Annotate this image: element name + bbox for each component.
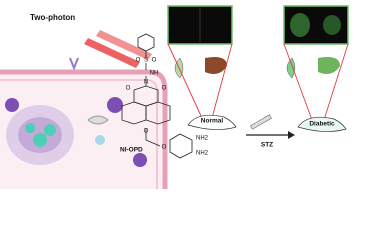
atom-label: O [126,86,131,92]
atom-label: O [152,58,157,64]
chemical-structure: S O O NH N O O O O NH2 NH2 NI-OPD [120,33,209,159]
atom-label: N [144,80,148,86]
graphical-abstract: Two-photon S O O NH N O O O O [0,5,349,189]
atom-label: O [162,86,167,92]
stz-label: STZ [261,142,273,149]
cell [0,57,168,189]
atom-label: O [144,129,149,135]
mice [187,114,347,139]
atom-label: NH [150,71,159,77]
atom-label: NH2 [196,151,209,157]
laser-beams [84,30,152,68]
atom-label: S [144,58,148,64]
atom-label: O [162,145,167,151]
images [167,5,349,121]
diabetic-label: Diabetic [309,121,335,128]
atom-label: O [136,58,141,64]
atom-label: NH2 [196,136,209,142]
normal-label: Normal [201,118,224,125]
probe-label: NI-OPD [120,147,143,154]
two-photon-label: Two-photon [30,13,75,22]
